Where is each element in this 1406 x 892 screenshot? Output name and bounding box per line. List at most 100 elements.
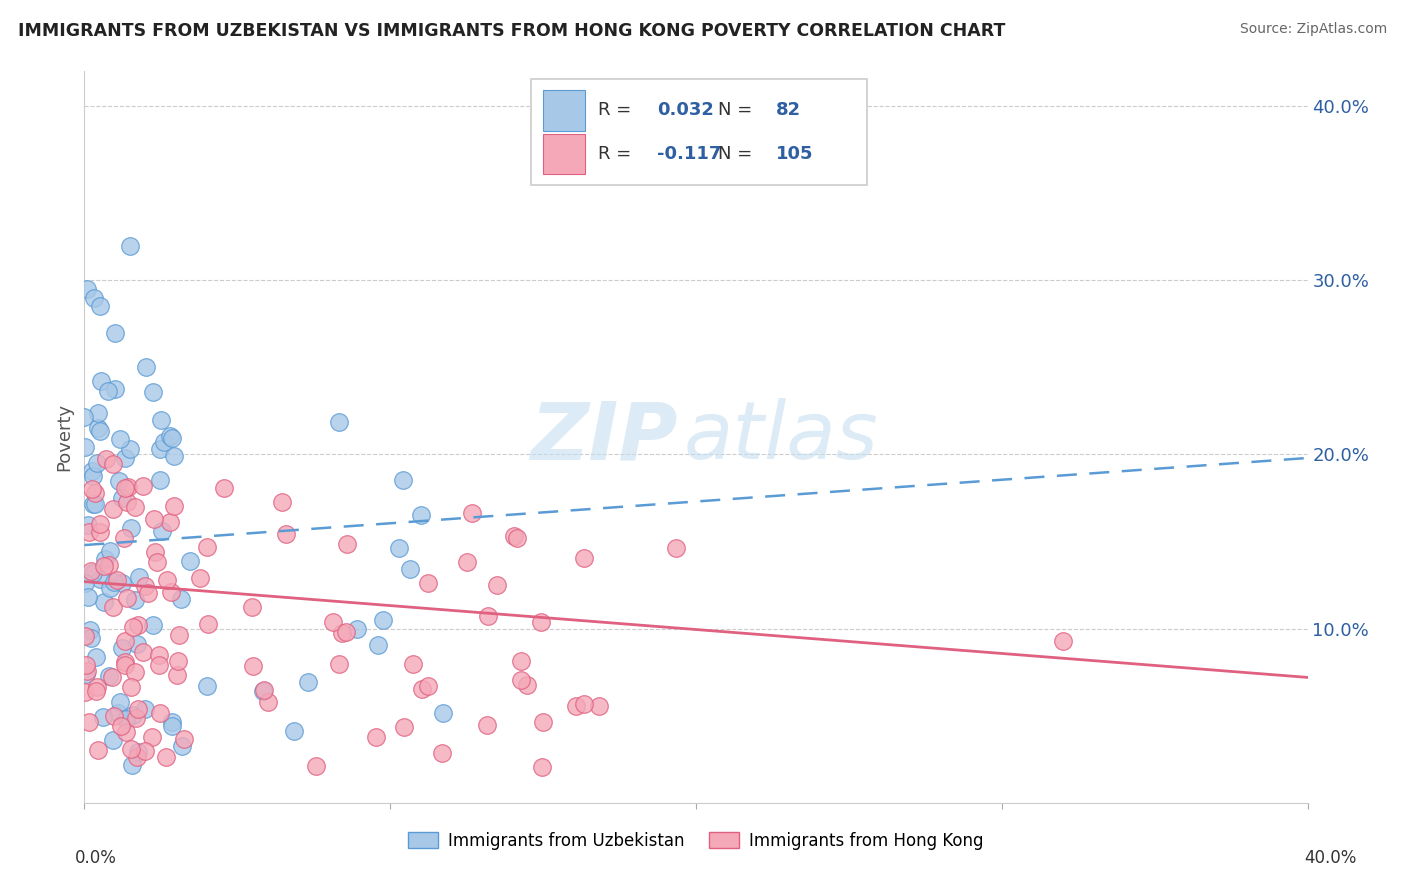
Text: R =: R =: [598, 145, 637, 163]
Point: [120, 742, 142, 756]
Point: [115, 495, 138, 509]
Text: 105: 105: [776, 145, 813, 163]
Text: R =: R =: [598, 101, 637, 120]
Point: [83, 291, 105, 305]
Point: [240, 599, 263, 614]
Point: [127, 617, 149, 632]
Point: [89, 572, 111, 586]
Point: [80, 631, 103, 645]
Point: [124, 665, 146, 680]
Point: [120, 521, 142, 535]
Point: [149, 442, 172, 456]
Point: [564, 698, 586, 713]
Y-axis label: Poverty: Poverty: [55, 403, 73, 471]
Point: [388, 541, 411, 555]
Text: 40.0%: 40.0%: [1303, 849, 1357, 867]
Point: [371, 613, 394, 627]
Point: [136, 586, 159, 600]
Point: [80, 483, 103, 497]
Point: [75, 658, 97, 673]
Point: [166, 654, 188, 668]
Point: [505, 531, 527, 545]
Point: [77, 517, 100, 532]
Point: [127, 702, 149, 716]
Point: [108, 474, 131, 488]
Point: [83, 497, 105, 511]
Point: [574, 550, 596, 565]
Point: [93, 559, 115, 574]
Point: [411, 681, 433, 696]
Point: [75, 666, 97, 681]
Point: [121, 758, 143, 772]
Point: [195, 540, 218, 554]
Point: [485, 578, 508, 592]
Point: [122, 708, 145, 723]
Point: [134, 702, 156, 716]
Point: [141, 730, 163, 744]
Point: [84, 684, 107, 698]
Point: [212, 481, 235, 495]
Point: [155, 750, 177, 764]
Point: [150, 524, 173, 538]
Point: [98, 558, 121, 573]
Text: N =: N =: [718, 145, 758, 163]
Point: [149, 706, 172, 721]
Point: [142, 384, 165, 399]
Point: [305, 758, 328, 772]
Point: [477, 608, 499, 623]
Point: [502, 529, 524, 543]
Point: [148, 648, 170, 662]
Point: [336, 537, 359, 551]
Point: [89, 424, 111, 438]
Point: [159, 585, 181, 599]
Point: [75, 685, 97, 699]
Point: [76, 282, 98, 296]
Point: [117, 480, 139, 494]
Point: [77, 524, 100, 539]
Point: [89, 524, 111, 539]
Point: [416, 575, 439, 590]
Point: [98, 544, 121, 558]
Point: [84, 486, 107, 500]
Point: [531, 714, 554, 729]
Point: [79, 624, 101, 638]
Point: [128, 570, 150, 584]
Point: [110, 432, 132, 446]
Point: [510, 673, 533, 687]
Point: [86, 456, 108, 470]
Text: -0.117: -0.117: [657, 145, 721, 163]
Point: [103, 709, 125, 723]
Point: [146, 555, 169, 569]
Point: [148, 473, 170, 487]
Point: [399, 562, 422, 576]
FancyBboxPatch shape: [543, 134, 585, 175]
Point: [111, 640, 134, 655]
Point: [104, 383, 127, 397]
Point: [153, 435, 176, 450]
Point: [111, 491, 134, 505]
Point: [125, 637, 148, 651]
Point: [167, 628, 190, 642]
Point: [475, 717, 498, 731]
Point: [159, 515, 181, 529]
Point: [118, 442, 141, 456]
Point: [127, 745, 149, 759]
Point: [104, 326, 127, 340]
FancyBboxPatch shape: [543, 90, 585, 130]
Point: [120, 680, 142, 694]
Text: IMMIGRANTS FROM UZBEKISTAN VS IMMIGRANTS FROM HONG KONG POVERTY CORRELATION CHAR: IMMIGRANTS FROM UZBEKISTAN VS IMMIGRANTS…: [18, 22, 1005, 40]
Point: [73, 410, 96, 425]
Point: [163, 499, 186, 513]
Point: [94, 551, 117, 566]
Point: [114, 450, 136, 465]
Point: [160, 714, 183, 729]
Point: [115, 724, 138, 739]
Point: [87, 743, 110, 757]
Point: [170, 592, 193, 607]
Point: [143, 512, 166, 526]
Point: [148, 657, 170, 672]
Point: [456, 555, 478, 569]
Point: [75, 576, 97, 591]
Point: [87, 406, 110, 420]
Point: [166, 667, 188, 681]
